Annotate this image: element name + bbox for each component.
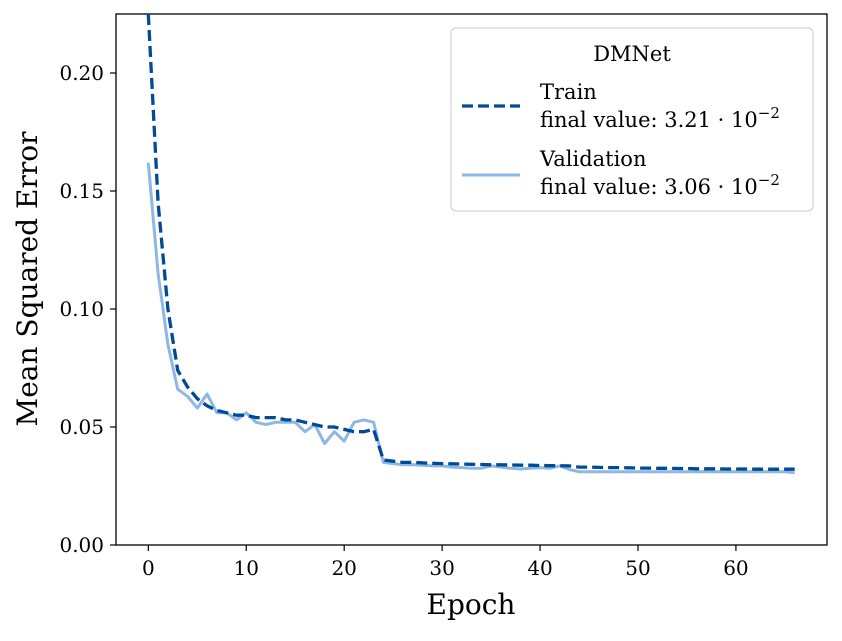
legend-train-name: Train (540, 80, 597, 104)
legend-validation-final-prefix: final value: 3.06 · 10 (540, 175, 758, 199)
series-layer (146, 13, 795, 475)
y-tick-label: 0.05 (59, 415, 104, 439)
x-tick-label: 50 (625, 556, 650, 580)
legend-validation-final-value: final value: 3.06 · 10−2 (540, 171, 780, 199)
legend-validation-exponent: −2 (758, 171, 780, 189)
x-tick-label: 60 (723, 556, 748, 580)
legend-box (450, 27, 814, 212)
legend-train-final-prefix: final value: 3.21 · 10 (540, 108, 758, 132)
legend-validation-name: Validation (539, 147, 646, 171)
legend: DMNet Train final value: 3.21 · 10−2 Val… (450, 27, 814, 212)
x-tick-label: 10 (234, 556, 259, 580)
x-tick-label: 0 (142, 556, 155, 580)
x-axis-label: Epoch (427, 588, 516, 621)
plot-frame (115, 13, 828, 546)
validation-series-line (146, 162, 795, 475)
x-axis-ticks: 0 10 20 30 40 50 60 (142, 545, 749, 580)
y-tick-label: 0.00 (59, 533, 104, 557)
x-tick-label: 20 (331, 556, 356, 580)
x-tick-label: 40 (527, 556, 552, 580)
y-tick-label: 0.20 (59, 61, 104, 85)
legend-train-final-value: final value: 3.21 · 10−2 (540, 104, 780, 132)
train-series-line (146, 13, 795, 471)
y-tick-label: 0.10 (59, 297, 104, 321)
legend-title: DMNet (593, 42, 671, 66)
legend-train-exponent: −2 (758, 104, 780, 122)
y-axis-label: Mean Squared Error (11, 131, 44, 427)
y-tick-label: 0.15 (59, 179, 104, 203)
y-axis-ticks: 0.00 0.05 0.10 0.15 0.20 (59, 61, 116, 557)
x-tick-label: 30 (429, 556, 454, 580)
